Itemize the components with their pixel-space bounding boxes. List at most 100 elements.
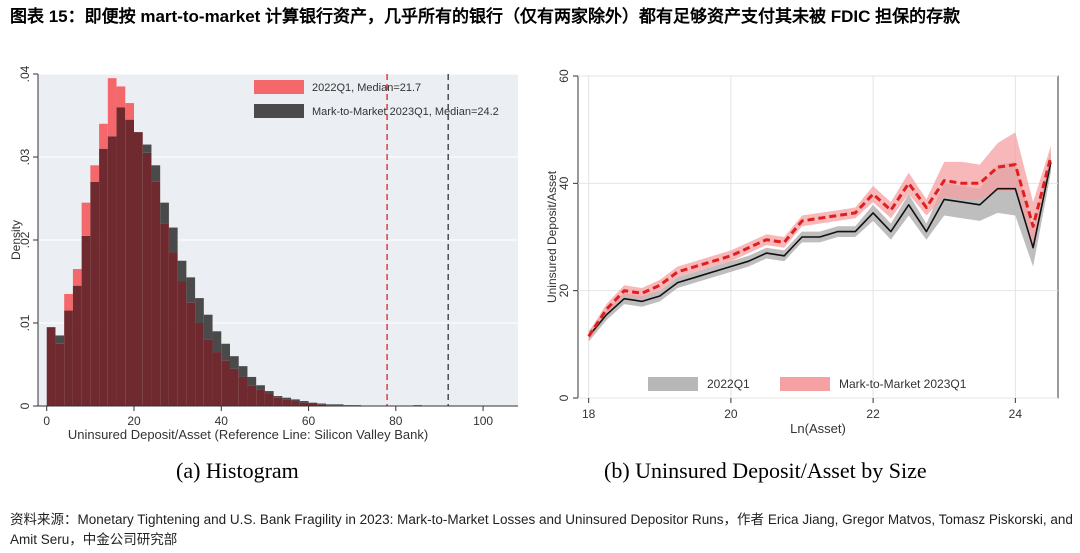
- bar-overlap: [90, 181, 100, 406]
- y-axis-title: Uninsured Deposit/Asset: [545, 170, 559, 303]
- histogram-panel: 0 .01 .02 .03 .04 0 20 40 60 80 100 Uninsured Depos…: [10, 66, 525, 466]
- size-panel: 0 20 40 60 18 20 22 24 Ln(Asset) Uninsured Deposi…: [540, 66, 1070, 466]
- bar-2022q1: [90, 165, 100, 182]
- x-tick-label: 20: [724, 407, 738, 421]
- histogram-legend: 2022Q1, Median=21.7 Mark-to-Market 2023Q1…: [254, 80, 499, 118]
- bar-overlap: [107, 136, 117, 406]
- ci-band-mtm-2023q1: [588, 132, 1051, 340]
- bar-overlap: [55, 343, 65, 406]
- y-tick-label: 0: [18, 402, 32, 409]
- legend-label-mtm-2023q1: Mark-to-Market 2023Q1, Median=24.2: [312, 106, 499, 118]
- x-tick-label: 60: [302, 414, 316, 428]
- bar-2022q1: [72, 269, 82, 286]
- bar-overlap: [291, 401, 300, 406]
- bar-overlap: [168, 252, 178, 406]
- legend-swatch-2022q1: [648, 377, 698, 391]
- bar-mtm-2023q1: [142, 144, 152, 153]
- y-axis-title: Density: [10, 220, 23, 260]
- bar-overlap: [221, 360, 230, 406]
- bar-overlap: [46, 327, 56, 406]
- size-line-chart: 0 20 40 60 18 20 22 24 Ln(Asset) Uninsured Deposi…: [545, 69, 1059, 436]
- bar-mtm-2023q1: [326, 404, 335, 406]
- y-tick-label: 20: [557, 284, 571, 298]
- bar-2022q1: [64, 293, 73, 311]
- size-legend: 2022Q1 Mark-to-Market 2023Q1: [648, 377, 967, 391]
- bar-overlap: [247, 385, 257, 406]
- line-mtm-2023q1: [587, 156, 1053, 338]
- bar-mtm-2023q1: [203, 314, 213, 340]
- bar-mtm-2023q1: [273, 396, 283, 398]
- bar-overlap: [317, 404, 326, 406]
- bar-mtm-2023q1: [334, 404, 344, 406]
- size-caption: (b) Uninsured Deposit/Asset by Size: [604, 458, 927, 483]
- bar-2022q1: [107, 78, 117, 137]
- y-tick-label: 40: [557, 176, 571, 190]
- bar-mtm-2023q1: [177, 260, 187, 282]
- bar-mtm-2023q1: [168, 227, 178, 253]
- bar-mtm-2023q1: [282, 397, 292, 400]
- legend-swatch-2022q1: [254, 80, 304, 94]
- bar-mtm-2023q1: [299, 401, 309, 403]
- bar-overlap: [64, 310, 73, 406]
- legend-swatch-mtm-2023q1: [780, 377, 830, 391]
- bar-overlap: [134, 132, 143, 406]
- x-tick-label: 22: [866, 407, 880, 421]
- bar-overlap: [186, 302, 196, 406]
- x-tick-label: 40: [215, 414, 229, 428]
- bar-overlap: [116, 107, 126, 406]
- bar-overlap: [273, 397, 283, 406]
- figure-title: 图表 15：即便按 mart-to-market 计算银行资产，几乎所有的银行（…: [10, 7, 961, 26]
- bar-mtm-2023q1: [291, 399, 300, 402]
- x-tick-label: 18: [582, 407, 596, 421]
- line-2022q1: [588, 161, 1052, 337]
- x-tick-label: 24: [1009, 407, 1023, 421]
- bar-overlap: [72, 285, 82, 406]
- bar-2022q1: [99, 123, 108, 149]
- y-tick-label: .04: [18, 66, 32, 82]
- bar-overlap: [256, 389, 265, 406]
- bar-mtm-2023q1: [264, 391, 274, 394]
- bar-overlap: [151, 181, 161, 406]
- y-tick-label: .02: [18, 231, 32, 248]
- histogram-chart: 0 .01 .02 .03 .04 0 20 40 60 80 100 Uninsured Depos…: [10, 66, 518, 442]
- bar-overlap: [177, 281, 187, 406]
- bar-overlap: [81, 235, 91, 406]
- bar-mtm-2023q1: [317, 403, 326, 405]
- y-tick-label: .01: [18, 314, 32, 331]
- legend-label-mtm-2023q1: Mark-to-Market 2023Q1: [839, 377, 967, 391]
- x-axis-title: Ln(Asset): [790, 421, 846, 436]
- bar-overlap: [203, 339, 213, 406]
- bar-mtm-2023q1: [195, 298, 204, 323]
- bar-overlap: [282, 399, 292, 406]
- x-tick-label: 20: [127, 414, 141, 428]
- legend-label-2022q1: 2022Q1, Median=21.7: [312, 82, 421, 94]
- x-tick-label: 100: [473, 414, 493, 428]
- bar-overlap: [212, 352, 222, 406]
- legend-swatch-mtm-2023q1: [254, 104, 304, 118]
- y-tick-label: .03: [18, 148, 32, 165]
- bar-2022q1: [125, 103, 134, 120]
- y-tick-label: 0: [557, 394, 571, 401]
- histogram-caption: (a) Histogram: [176, 458, 299, 483]
- bar-overlap: [308, 403, 318, 406]
- bar-overlap: [125, 119, 134, 407]
- bar-overlap: [299, 402, 309, 406]
- bar-mtm-2023q1: [55, 335, 65, 344]
- bar-mtm-2023q1: [212, 331, 222, 353]
- source-note: 资料来源：Monetary Tightening and U.S. Bank F…: [10, 512, 1073, 547]
- bar-mtm-2023q1: [230, 356, 239, 369]
- x-tick-label: 80: [389, 414, 403, 428]
- y-tick-label: 60: [557, 69, 571, 83]
- legend-label-2022q1: 2022Q1: [707, 377, 750, 391]
- bar-mtm-2023q1: [256, 385, 265, 390]
- bar-mtm-2023q1: [247, 376, 257, 386]
- bar-overlap: [238, 376, 248, 406]
- bar-overlap: [160, 223, 169, 406]
- bar-mtm-2023q1: [186, 277, 196, 303]
- bar-mtm-2023q1: [308, 402, 318, 404]
- x-axis-title: Uninsured Deposit/Asset (Reference Line:…: [68, 427, 428, 442]
- bar-overlap: [142, 152, 152, 406]
- bar-mtm-2023q1: [151, 165, 161, 182]
- bar-mtm-2023q1: [221, 343, 230, 361]
- bar-2022q1: [81, 202, 91, 236]
